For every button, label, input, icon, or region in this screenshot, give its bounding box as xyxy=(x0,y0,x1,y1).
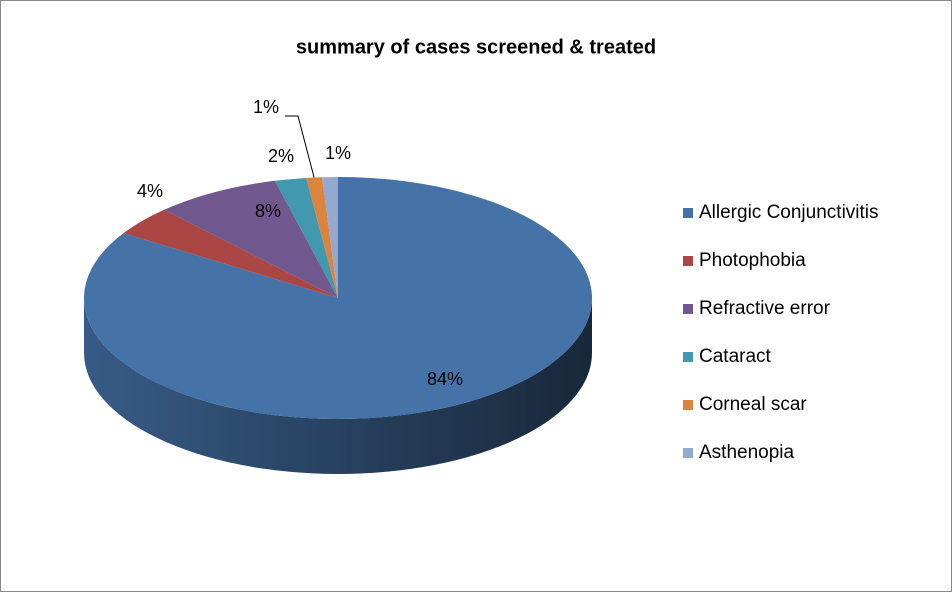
data-label: 4% xyxy=(137,181,163,201)
legend-swatch xyxy=(683,400,693,410)
leader-line xyxy=(285,115,315,178)
data-label: 84% xyxy=(427,369,463,389)
data-label: 8% xyxy=(255,201,281,221)
legend-swatch xyxy=(683,448,693,458)
slice xyxy=(322,177,338,298)
slice xyxy=(274,177,338,298)
legend-label: Refractive error xyxy=(699,298,831,319)
chart-title: summary of cases screened & treated xyxy=(296,36,656,58)
slice xyxy=(306,177,338,298)
legend-label: Allergic Conjunctivitis xyxy=(699,202,879,223)
slice-side xyxy=(84,298,592,474)
legend-label: Cataract xyxy=(699,346,772,367)
legend-swatch xyxy=(683,352,693,362)
legend-label: Asthenopia xyxy=(699,442,795,463)
legend-swatch xyxy=(683,256,693,266)
legend-swatch xyxy=(683,304,693,314)
data-label: 1% xyxy=(325,143,351,163)
data-label: 2% xyxy=(268,146,294,166)
data-label: 1% xyxy=(253,97,279,117)
slice xyxy=(123,209,338,298)
legend-label: Photophobia xyxy=(699,250,806,271)
slice xyxy=(164,180,338,298)
legend-swatch xyxy=(683,208,693,218)
legend-label: Corneal scar xyxy=(699,394,807,415)
